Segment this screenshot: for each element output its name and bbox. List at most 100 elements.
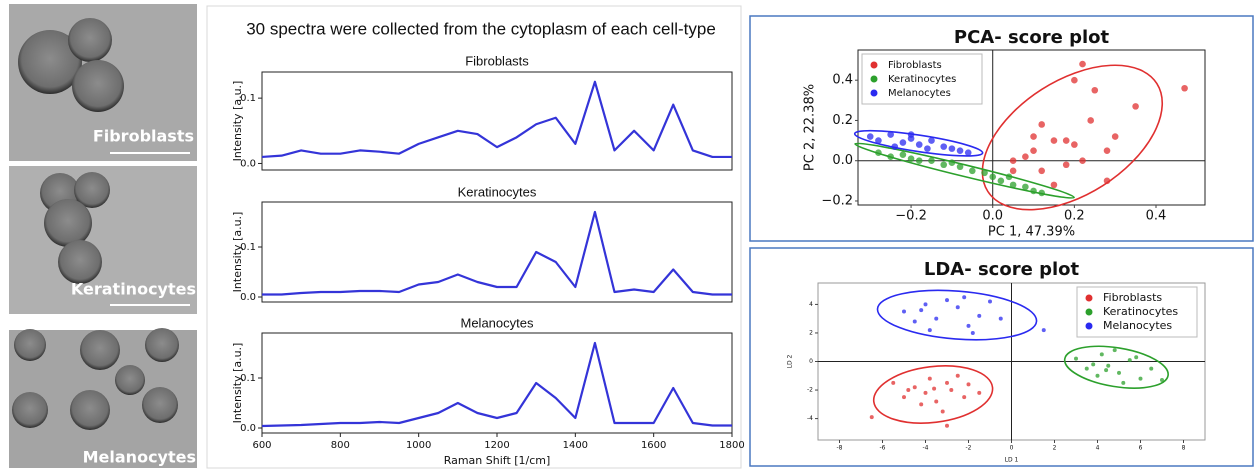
point	[1112, 348, 1117, 353]
point	[1009, 167, 1017, 175]
x-tick-label: 1600	[641, 440, 666, 451]
point	[1022, 153, 1029, 160]
point	[1106, 363, 1111, 368]
legend-box	[861, 53, 983, 105]
spectra-heading: 30 spectra were collected from the cytop…	[246, 19, 716, 38]
point	[928, 157, 935, 165]
panel-frame	[206, 5, 742, 469]
x-tick-label: 1200	[484, 440, 509, 451]
y-tick-label: 0.1	[240, 373, 256, 384]
legend-marker	[870, 75, 878, 83]
point	[1030, 147, 1037, 154]
point	[866, 133, 874, 140]
y-axis-label: PC 2, 22.38%	[803, 84, 818, 171]
x-tick-label: 1800	[719, 440, 744, 451]
point	[915, 141, 923, 148]
spectrum-line	[262, 210, 732, 296]
y-tick-label: 2	[809, 329, 813, 336]
point	[902, 395, 906, 400]
point	[934, 316, 939, 321]
plot-frame	[857, 49, 1206, 206]
point	[977, 313, 982, 318]
panel-frame	[749, 247, 1254, 467]
confidence-ellipse	[853, 129, 984, 157]
point	[1104, 368, 1109, 373]
legend-label: Keratinocytes	[888, 74, 956, 85]
point	[1009, 181, 1017, 189]
x-tick-label: 800	[331, 440, 350, 451]
point	[1009, 157, 1017, 165]
legend-label: Melanocytes	[1103, 319, 1172, 332]
point	[1087, 117, 1094, 124]
point	[924, 145, 931, 152]
point	[1121, 380, 1126, 385]
point	[907, 155, 915, 163]
point	[1030, 133, 1037, 140]
y-axis-label: Intensity [a.u.]	[231, 343, 244, 424]
plot-frame	[261, 71, 733, 171]
point	[869, 415, 874, 420]
y-tick-label: 0.4	[832, 73, 853, 88]
y-tick-label: 0.2	[832, 113, 853, 128]
point	[1074, 356, 1078, 361]
point	[1071, 76, 1078, 84]
legend-label: Melanocytes	[888, 88, 951, 99]
point	[1149, 366, 1154, 371]
point	[966, 323, 971, 328]
chart-title: Keratinocytes	[458, 184, 537, 199]
x-tick-label: 8	[1182, 445, 1186, 452]
point	[923, 302, 928, 307]
chart-title: Melanocytes	[461, 315, 534, 330]
point	[969, 167, 976, 175]
point	[912, 319, 917, 324]
y-tick-label: 0.0	[832, 153, 853, 168]
legend-marker	[1085, 308, 1093, 316]
point	[1103, 147, 1111, 154]
confidence-ellipse	[872, 365, 994, 424]
micrograph: Fibroblasts	[9, 4, 197, 161]
point	[1030, 187, 1037, 195]
point	[923, 390, 928, 395]
point	[955, 305, 960, 310]
y-tick-label: 0.1	[240, 93, 256, 104]
point	[940, 161, 948, 169]
point	[1117, 370, 1121, 375]
y-tick-label: 0.1	[240, 242, 256, 253]
panel-frame	[749, 15, 1254, 242]
point	[899, 151, 907, 158]
point	[934, 399, 939, 404]
point	[981, 169, 988, 177]
x-tick-label: 1000	[406, 440, 431, 451]
micrograph-label: Keratinocytes	[71, 280, 196, 299]
x-tick-label: -8	[837, 445, 843, 452]
point	[1160, 378, 1164, 383]
x-tick-label: −0.2	[895, 209, 927, 224]
point	[1038, 121, 1046, 128]
point	[1127, 358, 1132, 363]
point	[1134, 355, 1139, 360]
point	[998, 316, 1003, 321]
point	[928, 137, 935, 144]
point	[940, 143, 948, 150]
point	[1071, 141, 1078, 148]
point	[1062, 161, 1070, 169]
point	[1091, 86, 1099, 94]
point	[955, 373, 960, 378]
x-tick-label: 0	[1010, 445, 1014, 452]
x-tick-label: 0.4	[1146, 209, 1167, 224]
micrograph: Melanocytes	[9, 328, 197, 468]
point	[1050, 137, 1058, 144]
confidence-ellipse	[1063, 345, 1169, 389]
y-tick-label: 0.0	[240, 292, 256, 303]
point	[1103, 177, 1111, 185]
point	[887, 131, 894, 138]
point	[966, 382, 971, 387]
x-axis-label: Raman Shift [1/cm]	[444, 454, 551, 467]
point	[927, 328, 932, 333]
legend-label: Keratinocytes	[1103, 305, 1178, 318]
point	[997, 177, 1005, 185]
point	[962, 295, 967, 300]
y-tick-label: 0	[809, 358, 813, 365]
x-tick-label: 600	[252, 440, 271, 451]
point	[1099, 352, 1104, 357]
